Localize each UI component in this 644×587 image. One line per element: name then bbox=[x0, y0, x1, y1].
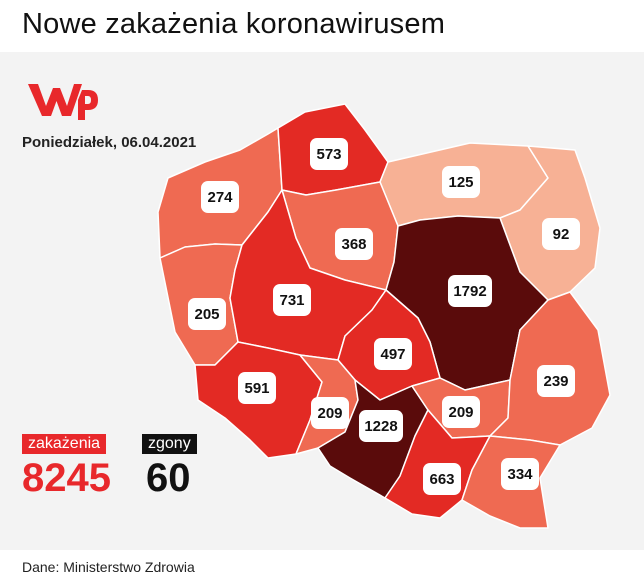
region-value-pomorskie: 573 bbox=[310, 138, 348, 170]
value-text: 1228 bbox=[364, 418, 397, 435]
value-chip bbox=[335, 228, 373, 260]
value-text: 663 bbox=[429, 471, 454, 488]
region-value-lubelskie: 239 bbox=[537, 365, 575, 397]
value-text: 125 bbox=[448, 174, 473, 191]
region-value-zachodniopomorskie: 274 bbox=[201, 181, 239, 213]
value-text: 573 bbox=[316, 146, 341, 163]
value-text: 731 bbox=[279, 292, 304, 309]
value-chip bbox=[311, 397, 349, 429]
value-chip bbox=[273, 284, 311, 316]
value-label-layer: 274 573 125 92 368 205 731 1792 497 591 209 1228 209… bbox=[188, 138, 580, 495]
poland-map: 274 573 125 92 368 205 731 1792 497 591 209 1228 209… bbox=[157, 103, 611, 529]
value-chip bbox=[201, 181, 239, 213]
value-chip bbox=[359, 410, 403, 442]
date-label: Poniedziałek, 06.04.2021 bbox=[22, 134, 197, 151]
logo-p-mark bbox=[78, 90, 98, 120]
region-value-opolskie: 209 bbox=[311, 397, 349, 429]
region-value-kujawsko-pomorskie: 368 bbox=[335, 228, 373, 260]
region-value-swietokrzyskie: 209 bbox=[442, 396, 480, 428]
value-text: 209 bbox=[448, 404, 473, 421]
value-text: 92 bbox=[553, 226, 570, 243]
region-value-lubuskie: 205 bbox=[188, 298, 226, 330]
value-text: 209 bbox=[317, 405, 342, 422]
region-value-lodzkie: 497 bbox=[374, 338, 412, 370]
region-value-podkarpackie: 334 bbox=[501, 458, 539, 490]
cases-label: zakażenia bbox=[22, 434, 107, 454]
value-text: 591 bbox=[244, 380, 269, 397]
value-text: 334 bbox=[507, 466, 533, 483]
value-chip bbox=[423, 463, 461, 495]
value-chip bbox=[537, 365, 575, 397]
value-text: 205 bbox=[194, 306, 219, 323]
region-value-slaskie: 1228 bbox=[359, 410, 403, 442]
deaths-label: zgony bbox=[142, 434, 197, 454]
value-chip bbox=[442, 166, 480, 198]
value-chip bbox=[238, 372, 276, 404]
value-chip bbox=[374, 338, 412, 370]
region-value-warminsko-mazurskie: 125 bbox=[442, 166, 480, 198]
region-value-podlaskie: 92 bbox=[542, 218, 580, 250]
value-chip bbox=[501, 458, 539, 490]
cases-total: 8245 bbox=[22, 456, 111, 500]
value-chip bbox=[442, 396, 480, 428]
value-text: 1792 bbox=[453, 283, 486, 300]
value-chip bbox=[542, 218, 580, 250]
deaths-total: 60 bbox=[146, 456, 191, 500]
value-text: 274 bbox=[207, 189, 233, 206]
value-text: 497 bbox=[380, 346, 405, 363]
region-value-dolnoslaskie: 591 bbox=[238, 372, 276, 404]
region-value-wielkopolskie: 731 bbox=[273, 284, 311, 316]
value-chip bbox=[448, 275, 492, 307]
value-chip bbox=[310, 138, 348, 170]
value-chip bbox=[188, 298, 226, 330]
wp-logo bbox=[28, 84, 98, 120]
value-text: 239 bbox=[543, 373, 568, 390]
value-text: 368 bbox=[341, 236, 366, 253]
data-source: Dane: Ministerstwo Zdrowia bbox=[22, 559, 195, 575]
page-title: Nowe zakażenia koronawirusem bbox=[22, 8, 446, 40]
region-value-mazowieckie: 1792 bbox=[448, 275, 492, 307]
logo-w-mark bbox=[28, 84, 82, 116]
region-value-malopolskie: 663 bbox=[423, 463, 461, 495]
